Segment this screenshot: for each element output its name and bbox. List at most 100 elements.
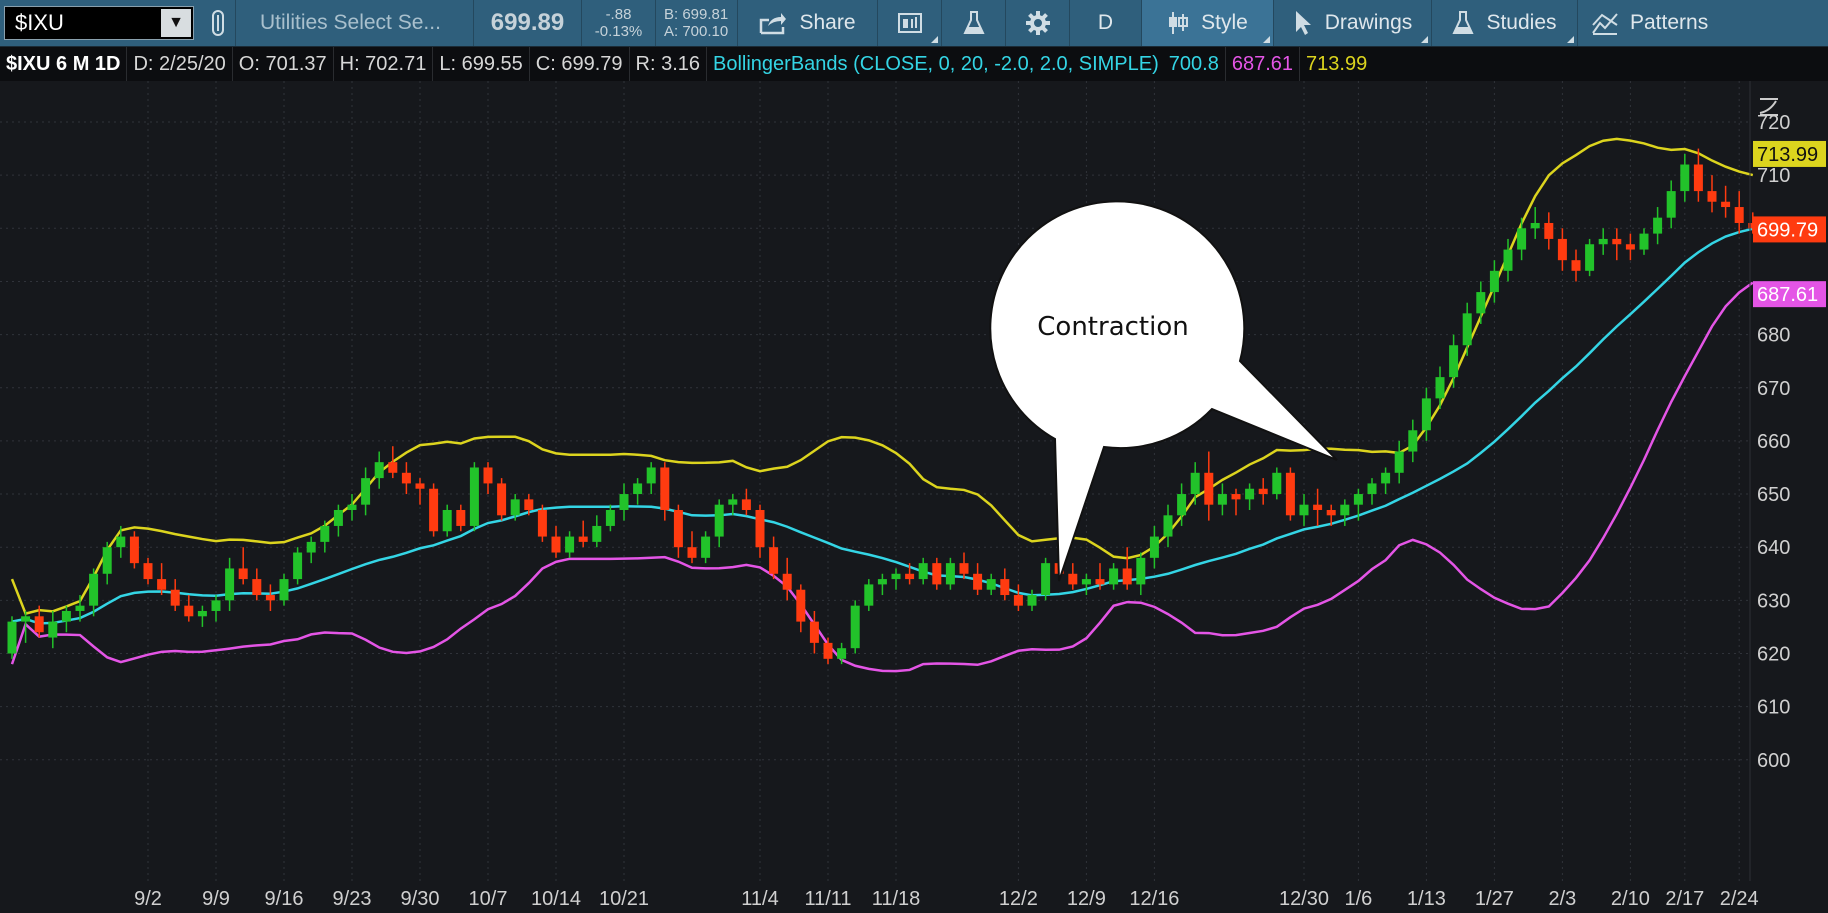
candle-body <box>1177 494 1187 516</box>
candle <box>1449 334 1459 388</box>
bb-lower-line <box>10 281 1754 673</box>
thinklab-button[interactable] <box>942 0 1006 46</box>
price-tick-label: 640 <box>1757 537 1790 559</box>
pattern-lines-icon <box>1592 13 1618 35</box>
chain-link-icon <box>211 10 224 36</box>
time-tick-label: 12/16 <box>1129 888 1179 910</box>
candle <box>429 483 439 537</box>
candle-body <box>1068 573 1078 585</box>
candle <box>483 462 493 495</box>
style-label: Style <box>1201 11 1248 34</box>
time-tick-label: 11/11 <box>804 888 851 910</box>
candle-body <box>1598 238 1608 245</box>
candle <box>1408 419 1418 463</box>
candle <box>279 573 289 606</box>
link-button[interactable] <box>200 0 236 46</box>
price-label: 687.61 <box>1753 281 1826 308</box>
candle <box>578 520 588 548</box>
price-tick-label: 710 <box>1757 165 1790 187</box>
candle <box>1041 557 1051 601</box>
candle <box>1245 483 1255 510</box>
candle-body <box>1340 504 1350 516</box>
studies-button[interactable]: Studies <box>1432 0 1578 46</box>
share-icon <box>760 13 787 35</box>
price-label-box <box>1753 140 1826 167</box>
share-button[interactable]: Share <box>738 0 878 46</box>
candle-body <box>565 536 575 553</box>
grid-lines <box>0 81 1750 881</box>
menu-corner-icon <box>1567 36 1574 43</box>
candle-body <box>633 483 643 495</box>
time-tick-label: 1/27 <box>1475 888 1514 910</box>
candle <box>973 563 983 596</box>
bb-upper-line <box>10 137 1754 616</box>
time-tick-label: 9/2 <box>134 888 162 910</box>
candle <box>837 642 847 665</box>
candle <box>1068 563 1078 590</box>
candle <box>1163 504 1173 548</box>
time-tick-label: 9/16 <box>265 888 304 910</box>
candle-body <box>524 499 534 510</box>
candle <box>1177 483 1187 526</box>
candle-body <box>143 563 153 580</box>
time-tick-label: 12/30 <box>1279 888 1329 910</box>
candle-body <box>48 621 58 638</box>
candle-body <box>1299 504 1309 516</box>
candle <box>565 531 575 558</box>
candle <box>401 462 411 495</box>
symbol-input[interactable]: $IXU ▼ <box>4 6 194 40</box>
candle-body <box>116 536 126 548</box>
bb-mid-value: 700.8 <box>1163 47 1226 81</box>
settings-button[interactable] <box>1006 0 1070 46</box>
candle-body <box>1353 494 1363 505</box>
time-tick-label: 10/7 <box>469 888 508 910</box>
candle-body <box>306 541 316 553</box>
quote-details-button[interactable] <box>878 0 942 46</box>
candle-body <box>646 467 656 484</box>
price-chart[interactable]: Contraction 600 610 620 630 640 650 660 670 680 7… <box>0 81 1828 913</box>
candle-body <box>1734 207 1744 223</box>
candle <box>1571 249 1581 282</box>
price-axis-scale-icon[interactable] <box>1759 98 1778 116</box>
candle <box>1190 462 1200 505</box>
aggregation-button[interactable]: D <box>1070 0 1142 46</box>
candle <box>809 610 819 654</box>
candle-body <box>374 462 384 479</box>
price-axis: 600 610 620 630 640 650 660 670 680 710 720 <box>1757 112 1790 772</box>
candle-body <box>1122 568 1132 585</box>
candle <box>442 504 452 537</box>
study-name[interactable]: BollingerBands (CLOSE, 0, 20, -2.0, 2.0,… <box>713 53 1159 75</box>
candle-body <box>687 547 697 558</box>
candle-body <box>1231 494 1241 500</box>
price-tick-label: 720 <box>1757 112 1790 134</box>
candle <box>1421 387 1431 441</box>
candle <box>1353 488 1363 521</box>
candle <box>619 483 629 521</box>
candle-body <box>1367 483 1377 495</box>
time-tick-label: 9/30 <box>401 888 440 910</box>
drawings-button[interactable]: Drawings <box>1274 0 1432 46</box>
candle <box>633 478 643 505</box>
candle-body <box>1245 488 1255 500</box>
style-button[interactable]: Style <box>1142 0 1274 46</box>
candle-body <box>1204 472 1214 505</box>
patterns-button[interactable]: Patterns <box>1578 0 1728 46</box>
menu-corner-icon <box>1263 36 1270 43</box>
candle <box>891 568 901 590</box>
bb-mid-line <box>11 227 1754 625</box>
candle-body <box>578 536 588 542</box>
candle-body <box>1503 249 1513 271</box>
candle-body <box>197 610 207 617</box>
candle <box>1666 180 1676 229</box>
time-tick-label: 10/21 <box>599 888 649 910</box>
candle-body <box>1585 244 1595 271</box>
symbol-dropdown-button[interactable]: ▼ <box>161 9 191 37</box>
candle-body <box>1489 270 1499 293</box>
candle-body <box>1449 345 1459 378</box>
bar-open: O: 701.37 <box>233 47 334 81</box>
candle-body <box>1693 164 1703 192</box>
candle <box>361 467 371 516</box>
candle-body <box>1109 568 1119 585</box>
candle <box>306 536 316 564</box>
candle-body <box>1013 595 1023 606</box>
